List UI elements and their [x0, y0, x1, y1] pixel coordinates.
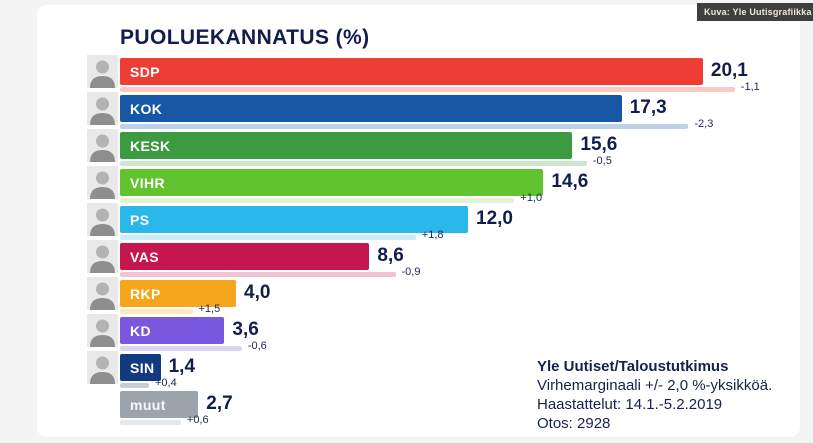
- previous-support-bar: [120, 198, 515, 203]
- party-label: KESK: [130, 137, 171, 154]
- image-credit-text: Kuva: Yle Uutisgrafiikka: [704, 7, 812, 17]
- party-value: 4,0: [244, 282, 271, 303]
- image-credit-badge: Kuva: Yle Uutisgrafiikka: [697, 3, 813, 21]
- change-label: +1,0: [520, 192, 543, 204]
- party-row: VIHR 14,6 +1,0: [0, 166, 813, 206]
- party-row: SIN 1,4 +0,4: [0, 351, 813, 391]
- party-row: PS 12,0 +1,8: [0, 203, 813, 243]
- party-value: 1,4: [168, 356, 196, 377]
- candidate-photo: [87, 351, 118, 384]
- party-label: RKP: [130, 285, 161, 302]
- change-label: -0,6: [247, 340, 267, 352]
- change-label: -1,1: [740, 81, 760, 93]
- party-label: VIHR: [130, 174, 166, 191]
- candidate-photo: [87, 129, 118, 162]
- party-label: muut: [130, 396, 166, 413]
- source-footer: Yle Uutiset/Taloustutkimus Virhemarginaa…: [537, 357, 772, 433]
- source-line: Yle Uutiset/Taloustutkimus: [537, 358, 729, 375]
- party-row: RKP 4,0 +1,5: [0, 277, 813, 317]
- party-value: 12,0: [476, 208, 513, 229]
- candidate-photo: [87, 55, 118, 88]
- party-value: 2,7: [206, 393, 233, 414]
- party-label: SDP: [130, 63, 160, 80]
- candidate-photo: [87, 203, 118, 236]
- change-label: +1,5: [198, 303, 221, 315]
- candidate-photo: [87, 166, 118, 199]
- party-row: VAS 8,6 -0,9: [0, 240, 813, 280]
- previous-support-bar: [120, 346, 242, 351]
- party-bar: SIN: [120, 354, 161, 381]
- previous-support-bar: [120, 272, 396, 277]
- party-value: 17,3: [629, 97, 667, 118]
- change-label: -2,3: [694, 118, 714, 130]
- party-row: KOK 17,3 -2,3: [0, 92, 813, 132]
- party-label: KOK: [130, 100, 163, 117]
- party-bar: PS: [120, 206, 468, 233]
- previous-support-bar: [120, 383, 149, 388]
- party-value: 8,6: [377, 245, 404, 266]
- party-value: 15,6: [580, 134, 618, 155]
- change-label: +0,6: [186, 414, 209, 426]
- party-row: KD 3,6 -0,6: [0, 314, 813, 354]
- party-bar: VAS: [120, 243, 370, 270]
- previous-support-bar: [120, 235, 416, 240]
- change-label: +1,8: [421, 229, 444, 241]
- candidate-photo: [87, 240, 118, 273]
- party-value: 20,1: [710, 60, 748, 81]
- previous-support-bar: [120, 420, 181, 425]
- previous-support-bar: [120, 124, 689, 129]
- party-row: KESK 15,6 -0,5: [0, 129, 813, 169]
- party-value: 14,6: [551, 171, 589, 192]
- party-bar: SDP: [120, 58, 703, 85]
- candidate-photo: [87, 314, 118, 347]
- party-label: VAS: [130, 248, 159, 265]
- party-label: KD: [130, 322, 152, 339]
- chart-title: PUOLUEKANNATUS (%): [120, 26, 370, 49]
- party-label: PS: [130, 211, 150, 228]
- party-bar: KOK: [120, 95, 622, 122]
- candidate-photo: [87, 277, 118, 310]
- party-value: 3,6: [232, 319, 259, 340]
- party-bar: VIHR: [120, 169, 544, 196]
- interviews-line: Haastattelut: 14.1.-5.2.2019: [537, 396, 723, 413]
- change-label: -0,9: [401, 266, 421, 278]
- party-row: SDP 20,1 -1,1: [0, 55, 813, 95]
- margin-of-error-line: Virhemarginaali +/- 2,0 %-yksikköä.: [537, 377, 773, 394]
- change-label: -0,5: [592, 155, 612, 167]
- candidate-photo: [87, 92, 118, 125]
- party-bar: RKP: [120, 280, 236, 307]
- previous-support-bar: [120, 309, 193, 314]
- party-label: SIN: [130, 359, 155, 376]
- previous-support-bar: [120, 87, 735, 92]
- party-row: muut 2,7 +0,6: [0, 391, 813, 428]
- sample-size-line: Otos: 2928: [537, 415, 611, 432]
- change-label: +0,4: [155, 377, 177, 389]
- party-bar: KESK: [120, 132, 573, 159]
- party-bar: muut: [120, 391, 199, 418]
- party-bar: KD: [120, 317, 225, 344]
- previous-support-bar: [120, 161, 587, 166]
